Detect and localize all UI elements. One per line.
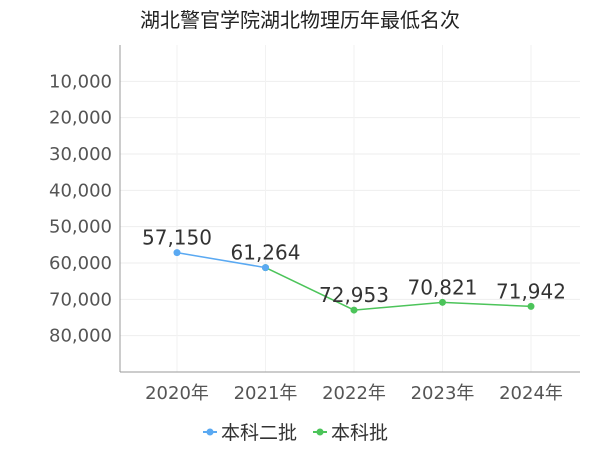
y-tick-label: 40,000 — [49, 180, 112, 201]
series-line-2 — [265, 266, 532, 311]
axes: 10,000 20,000 30,000 40,000 50,000 60,000 70,0… — [49, 45, 580, 404]
grid — [120, 45, 580, 372]
legend-dot-marker — [316, 428, 324, 436]
y-tick-label: 60,000 — [49, 253, 112, 274]
data-label: 61,264 — [231, 241, 301, 265]
data-point[interactable] — [350, 306, 358, 314]
y-tick-label: 20,000 — [49, 108, 112, 129]
data-label: 71,942 — [496, 279, 566, 303]
y-tick-label: 80,000 — [49, 326, 112, 347]
data-labels: 57,150 61,264 72,953 70,821 71,942 — [142, 226, 566, 307]
legend[interactable]: 本科二批 本科批 — [203, 422, 388, 444]
y-tick-label: 50,000 — [49, 217, 112, 238]
x-tick-label: 2021年 — [234, 383, 298, 404]
x-tick-label: 2024年 — [499, 383, 563, 404]
y-tick-label: 70,000 — [49, 289, 112, 310]
data-point[interactable] — [173, 249, 181, 257]
data-point[interactable] — [439, 298, 446, 306]
legend-item-2[interactable]: 本科批 — [313, 422, 388, 444]
x-tick-label: 2023年 — [411, 383, 475, 404]
data-point[interactable] — [527, 302, 535, 310]
y-tick-label: 30,000 — [49, 144, 112, 165]
data-label: 70,821 — [408, 275, 478, 299]
x-tick-label: 2022年 — [322, 383, 386, 404]
data-point[interactable] — [262, 264, 269, 272]
chart-title: 湖北警官学院湖北物理历年最低名次 — [140, 8, 460, 32]
y-tick-label: 10,000 — [49, 71, 112, 92]
data-label: 57,150 — [142, 226, 212, 250]
x-tick-label: 2020年 — [145, 383, 209, 404]
legend-dot-marker — [206, 428, 214, 436]
legend-label: 本科二批 — [221, 422, 297, 444]
legend-item-1[interactable]: 本科二批 — [203, 422, 297, 444]
data-label: 72,953 — [319, 283, 389, 307]
series-line-1 — [176, 251, 266, 269]
legend-label: 本科批 — [331, 422, 388, 444]
series-lines — [173, 249, 535, 314]
